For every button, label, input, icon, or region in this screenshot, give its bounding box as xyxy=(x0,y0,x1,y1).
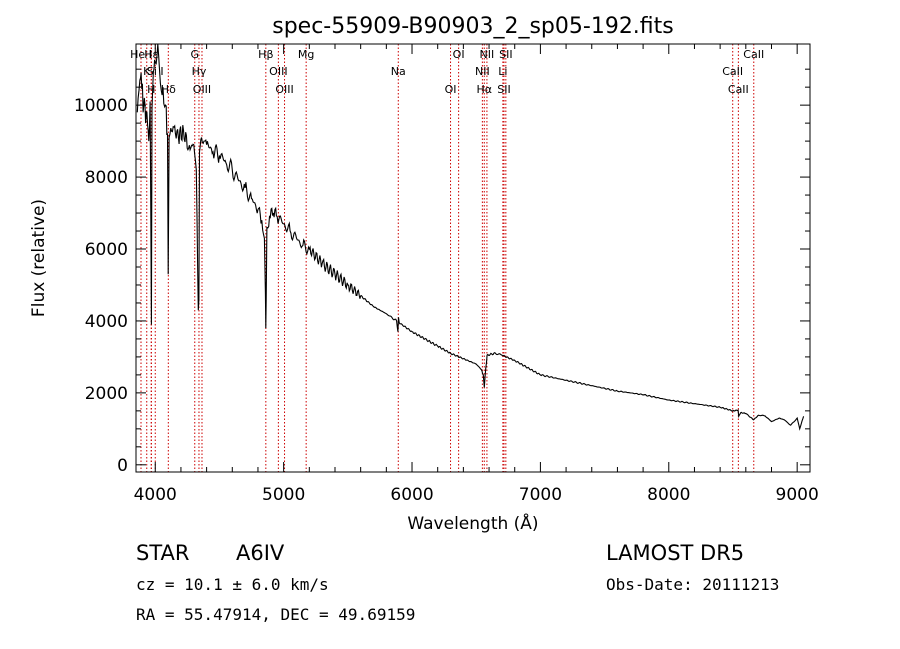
line-label: Hβ xyxy=(258,48,273,61)
line-label: Si I xyxy=(147,65,164,78)
line-label: H xyxy=(147,83,155,96)
y-tick-label: 0 xyxy=(117,456,128,476)
plot-frame xyxy=(135,43,811,473)
line-label: Hγ xyxy=(192,65,207,78)
line-label: SII xyxy=(497,83,510,96)
line-label: SII xyxy=(499,48,512,61)
y-tick-label: 6000 xyxy=(85,240,128,260)
line-label: Na xyxy=(391,65,406,78)
obs-date: Obs-Date: 20111213 xyxy=(606,575,780,594)
y-axis-label: Flux (relative) xyxy=(29,199,49,317)
line-label: Mg xyxy=(298,48,314,61)
line-label: Hδ xyxy=(161,83,176,96)
line-label: OIII xyxy=(269,65,287,78)
line-label: K xyxy=(143,65,151,78)
spectrum-line xyxy=(136,43,805,431)
line-label: OI xyxy=(453,48,465,61)
x-tick-label: 8000 xyxy=(647,485,690,505)
line-label: CaII xyxy=(728,83,749,96)
coordinates: RA = 55.47914, DEC = 49.69159 xyxy=(136,605,416,624)
y-tick-label: 8000 xyxy=(85,168,128,188)
redshift-text: cz = 10.1 ± 6.0 km/s xyxy=(136,575,329,594)
object-subclass: A6IV xyxy=(236,541,285,565)
line-label: Li xyxy=(498,65,507,78)
y-tick-label: 10000 xyxy=(74,96,128,116)
x-axis-label: Wavelength (Å) xyxy=(407,512,538,534)
x-tick-label: 5000 xyxy=(262,485,305,505)
line-marker-layer xyxy=(140,44,755,472)
line-label: OIII xyxy=(193,83,211,96)
y-tick-label: 4000 xyxy=(85,312,128,332)
line-label: CaII xyxy=(743,48,764,61)
x-tick-label: 4000 xyxy=(134,485,177,505)
line-label: NII xyxy=(475,65,490,78)
x-tick-label: 9000 xyxy=(776,485,819,505)
axis-ticks: 4000 5000 6000 7000 8000 9000 0 2000 4000 6000 800… xyxy=(74,44,819,505)
object-class: STAR xyxy=(136,541,190,565)
x-tick-label: 6000 xyxy=(390,485,433,505)
chart-title: spec-55909-B90903_2_sp05-192.fits xyxy=(272,14,674,39)
x-tick-label: 7000 xyxy=(519,485,562,505)
line-label: OI xyxy=(445,83,457,96)
line-label: NII xyxy=(480,48,495,61)
line-label: G xyxy=(190,48,199,61)
line-label: OIII xyxy=(275,83,293,96)
line-label: Hα xyxy=(477,83,493,96)
y-tick-label: 2000 xyxy=(85,384,128,404)
survey-name: LAMOST DR5 xyxy=(606,541,745,565)
line-label: CaII xyxy=(722,65,743,78)
